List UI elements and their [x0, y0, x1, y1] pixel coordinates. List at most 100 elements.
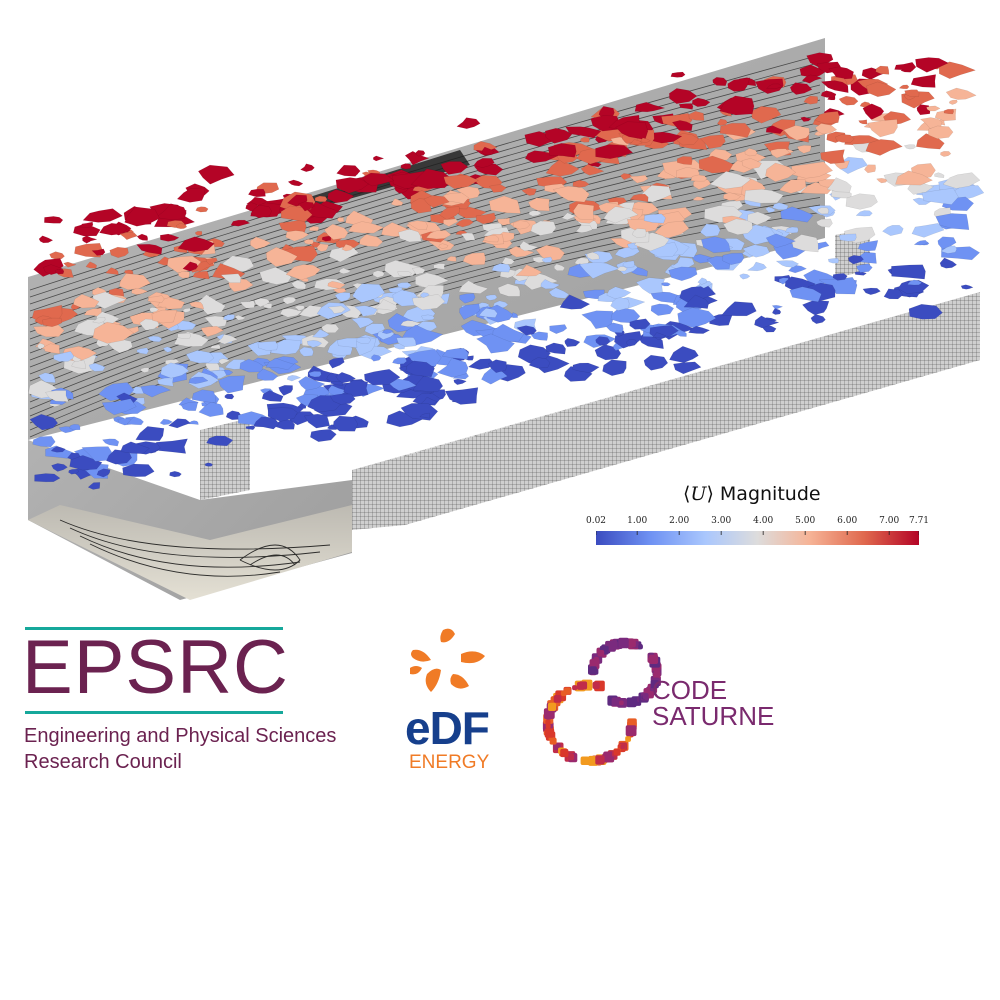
mosaic-tile: [572, 685, 578, 691]
isosurface-blob: [820, 90, 837, 99]
isosurface-blob: [629, 318, 651, 330]
mosaic-tile: [547, 702, 557, 711]
isosurface-blob: [197, 164, 235, 185]
isosurface-blob: [333, 415, 359, 432]
isosurface-blob: [50, 446, 66, 453]
isosurface-blob: [940, 150, 952, 157]
isosurface-blob: [456, 117, 481, 130]
isosurface-blob: [765, 162, 797, 182]
isosurface-blob: [770, 148, 791, 159]
isosurface-blob: [372, 155, 385, 162]
isosurface-blob: [109, 246, 129, 258]
mosaic-tile: [642, 693, 649, 699]
streamline: [29, 197, 821, 424]
isosurface-blob: [723, 192, 742, 201]
isosurface-blob: [602, 359, 627, 376]
isosurface-blob: [364, 368, 401, 386]
colorbar-tick-label: 2.00: [669, 516, 690, 526]
isosurface-blob: [575, 224, 593, 233]
isosurface-blob: [699, 223, 721, 238]
isosurface-blob: [928, 125, 954, 139]
isosurface-blob: [775, 260, 800, 268]
isosurface-blob: [82, 208, 123, 223]
isosurface-blob: [299, 346, 314, 357]
isosurface-blob: [616, 266, 628, 272]
isosurface-blob: [835, 134, 855, 144]
isosurface-blob: [475, 333, 516, 354]
isosurface-blob: [446, 256, 457, 262]
isosurface-blob: [286, 375, 302, 382]
isosurface-blob: [488, 184, 507, 193]
isosurface-blob: [180, 402, 199, 412]
isosurface-blob: [817, 207, 829, 215]
isosurface-blob: [751, 106, 782, 124]
isosurface-blob: [739, 273, 751, 280]
mosaic-tile: [613, 748, 621, 756]
floor-streamlines: [59, 519, 331, 577]
isosurface-blob: [897, 280, 930, 294]
isosurface-blob: [862, 103, 885, 120]
isosurface-blob: [101, 398, 137, 416]
isosurface-blob: [719, 122, 751, 138]
isosurface-blob: [475, 212, 496, 225]
mosaic-tile: [553, 695, 562, 703]
isosurface-blob: [855, 210, 873, 217]
isosurface-blob: [220, 273, 242, 284]
colorbar-title-text: Magnitude: [719, 483, 821, 505]
isosurface-blob: [519, 240, 540, 252]
isosurface-blob: [938, 61, 977, 79]
isosurface-blob: [650, 303, 675, 316]
isosurface-blob: [940, 245, 958, 254]
isosurface-blob: [67, 452, 81, 460]
isosurface-blob: [195, 206, 209, 213]
isosurface-blob: [778, 179, 807, 194]
isosurface-blob: [791, 234, 819, 253]
isosurface-blob: [683, 294, 709, 309]
isosurface-blob: [848, 254, 864, 265]
mosaic-tile: [650, 680, 659, 689]
isosurface-blob: [744, 147, 758, 157]
isosurface-blob: [294, 305, 306, 311]
isosurface-blob: [224, 393, 235, 400]
isosurface-blob: [43, 343, 61, 355]
isosurface-blob: [419, 292, 430, 298]
isosurface-blob: [182, 307, 191, 313]
isosurface-blob: [443, 218, 459, 227]
isosurface-blob: [189, 301, 205, 310]
isosurface-blob: [192, 270, 210, 280]
isosurface-blob: [443, 174, 479, 189]
isosurface-blob: [948, 99, 958, 105]
isosurface-blob: [96, 468, 111, 478]
isosurface-blob: [279, 308, 303, 318]
isosurface-blob: [405, 360, 435, 378]
isosurface-blob: [691, 97, 711, 107]
isosurface-blob: [845, 193, 878, 210]
isosurface-blob: [481, 146, 494, 156]
isosurface-blob: [512, 220, 531, 230]
isosurface-blob: [548, 287, 570, 299]
isosurface-blob: [789, 286, 822, 303]
isosurface-blob: [118, 232, 138, 240]
isosurface-blob: [175, 223, 188, 229]
isosurface-blob: [572, 362, 600, 374]
isosurface-blob: [327, 281, 346, 289]
isosurface-blob: [387, 378, 418, 392]
isosurface-blob: [547, 142, 577, 158]
isosurface-blob: [626, 339, 638, 347]
isosurface-blob: [412, 375, 444, 393]
isosurface-blob: [921, 187, 959, 205]
isosurface-blob: [314, 195, 328, 203]
isosurface-blob: [222, 314, 235, 321]
isosurface-blob: [343, 379, 369, 398]
isosurface-blob: [168, 418, 192, 429]
mosaic-tile: [603, 751, 615, 763]
isosurface-blob: [334, 291, 351, 302]
isosurface-blob: [81, 235, 98, 244]
isosurface-blob: [643, 213, 666, 224]
isosurface-blob: [354, 305, 378, 317]
mosaic-tile: [589, 666, 597, 674]
isosurface-blob: [676, 156, 693, 166]
isosurface-blob: [458, 280, 489, 294]
isosurface-blob: [530, 220, 557, 236]
isosurface-blob: [310, 429, 337, 442]
